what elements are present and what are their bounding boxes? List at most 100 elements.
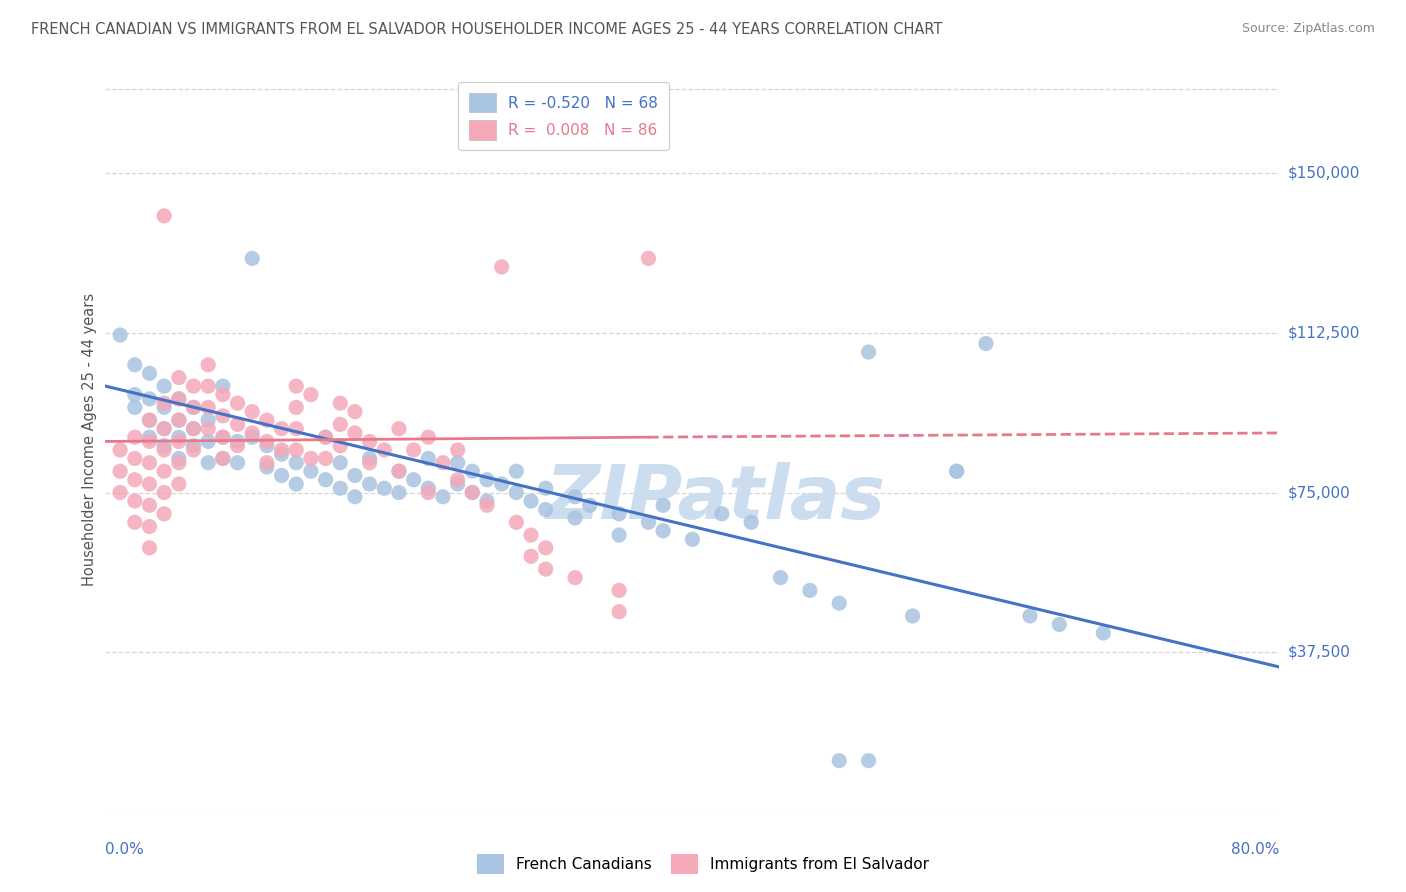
Point (211, 379, 233, 393)
Point (138, 477, 160, 491)
Point (359, 456, 381, 470)
Point (682, 533, 704, 547)
Text: Source: ZipAtlas.com: Source: ZipAtlas.com (1241, 22, 1375, 36)
Point (124, 358, 146, 372)
Text: $37,500: $37,500 (1288, 645, 1351, 659)
Text: ZIPatlas: ZIPatlas (546, 462, 886, 535)
Point (211, 409, 233, 423)
Point (153, 379, 176, 393)
Point (359, 477, 381, 491)
Point (153, 485, 176, 500)
Point (124, 387, 146, 401)
Point (329, 456, 352, 470)
Point (329, 396, 352, 410)
Point (197, 434, 219, 449)
Point (388, 422, 411, 436)
Point (491, 477, 513, 491)
Point (461, 464, 484, 478)
Point (315, 451, 337, 466)
Point (285, 456, 308, 470)
Point (108, 442, 131, 457)
Point (359, 434, 381, 449)
Point (534, 502, 557, 516)
Text: FRENCH CANADIAN VS IMMIGRANTS FROM EL SALVADOR HOUSEHOLDER INCOME AGES 25 - 44 Y: FRENCH CANADIAN VS IMMIGRANTS FROM EL SA… (31, 22, 942, 37)
Point (226, 417, 249, 432)
Point (270, 442, 292, 457)
Point (211, 430, 233, 444)
Point (138, 498, 160, 512)
Point (828, 754, 851, 768)
Point (183, 422, 205, 436)
Point (211, 451, 233, 466)
Point (373, 481, 395, 495)
Text: 80.0%: 80.0% (1232, 841, 1279, 856)
Text: $112,500: $112,500 (1288, 326, 1360, 341)
Point (402, 442, 425, 457)
Point (461, 485, 484, 500)
Point (740, 516, 762, 530)
Legend: French Canadians, Immigrants from El Salvador: French Canadians, Immigrants from El Sal… (471, 848, 935, 880)
Point (226, 439, 249, 453)
Point (299, 387, 322, 401)
Point (138, 541, 160, 555)
Point (285, 401, 308, 415)
Point (240, 430, 263, 444)
Point (197, 422, 219, 436)
Point (299, 451, 322, 466)
Point (858, 345, 880, 359)
Point (138, 430, 160, 444)
Point (138, 456, 160, 470)
Point (388, 464, 411, 478)
Point (945, 464, 967, 478)
Point (710, 507, 733, 521)
Point (138, 392, 160, 406)
Point (153, 209, 176, 223)
Point (167, 413, 190, 427)
Point (270, 422, 292, 436)
Point (211, 451, 233, 466)
Point (607, 528, 630, 542)
Point (769, 571, 792, 585)
Point (108, 485, 131, 500)
Point (138, 519, 160, 533)
Point (285, 379, 308, 393)
Point (329, 417, 352, 432)
Point (1047, 617, 1070, 632)
Point (534, 541, 557, 555)
Point (256, 439, 278, 453)
Point (637, 516, 659, 530)
Point (183, 442, 205, 457)
Point (197, 456, 219, 470)
Text: $150,000: $150,000 (1288, 166, 1360, 181)
Point (124, 451, 146, 466)
Point (607, 583, 630, 598)
Point (240, 252, 263, 266)
Point (475, 494, 498, 508)
Point (153, 507, 176, 521)
Point (315, 430, 337, 444)
Point (108, 464, 131, 478)
Point (226, 396, 249, 410)
Point (388, 464, 411, 478)
Point (447, 442, 470, 457)
Point (652, 524, 675, 538)
Point (256, 460, 278, 475)
Point (945, 464, 967, 478)
Point (505, 464, 527, 478)
Point (124, 473, 146, 487)
Point (167, 477, 190, 491)
Point (447, 473, 470, 487)
Point (315, 473, 337, 487)
Point (240, 404, 263, 418)
Point (461, 485, 484, 500)
Point (124, 494, 146, 508)
Point (505, 516, 527, 530)
Point (197, 413, 219, 427)
Point (607, 507, 630, 521)
Point (167, 430, 190, 444)
Point (520, 549, 543, 564)
Point (167, 370, 190, 384)
Point (197, 401, 219, 415)
Point (402, 473, 425, 487)
Point (270, 468, 292, 483)
